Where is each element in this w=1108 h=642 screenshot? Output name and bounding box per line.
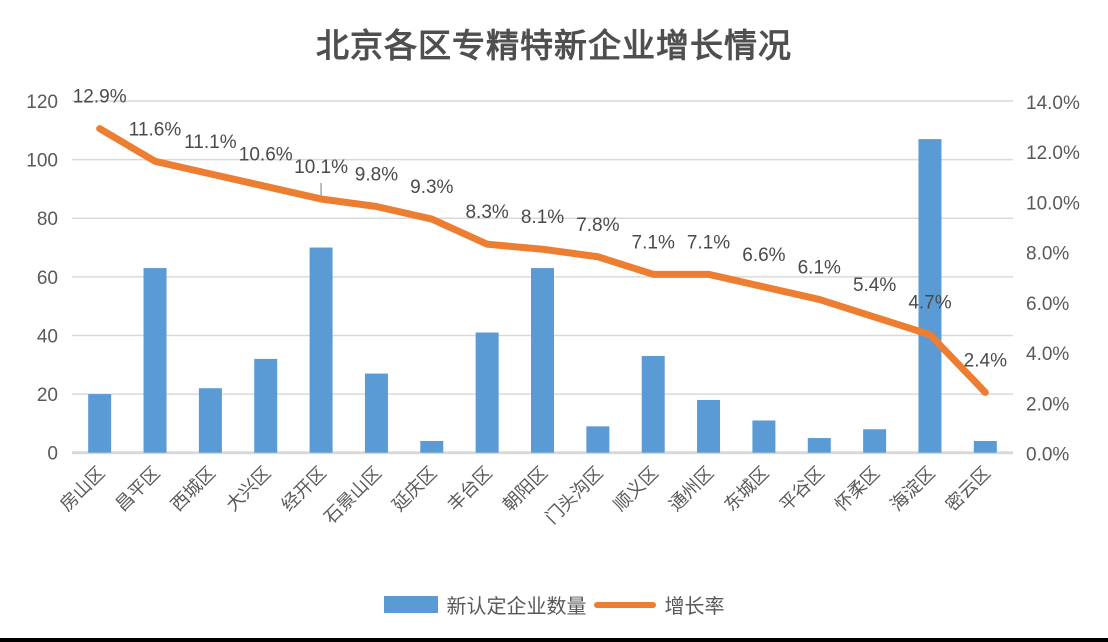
bar: [475, 332, 499, 453]
bottom-border-line: [0, 638, 1108, 642]
secondary-axis-tick-label: 2.0%: [1026, 394, 1069, 415]
x-axis-category-label: 延庆区: [388, 463, 440, 515]
bar: [420, 440, 444, 453]
x-axis-category-label: 海淀区: [886, 463, 938, 515]
data-label: 10.6%: [239, 144, 293, 165]
data-label: 7.8%: [576, 215, 619, 236]
x-axis-category-label: 通州区: [665, 463, 717, 515]
bar: [973, 440, 997, 453]
legend-line-swatch-icon: [593, 601, 656, 608]
y-axis-tick-label: 60: [37, 268, 58, 289]
growth-rate-line: [96, 125, 989, 396]
data-label: 6.1%: [798, 257, 841, 278]
y-axis-tick-label: 0: [47, 444, 58, 465]
x-axis-category-label: 怀柔区: [831, 463, 883, 515]
bar: [143, 268, 167, 453]
data-label: 6.6%: [742, 245, 785, 266]
x-axis-category-label: 顺义区: [610, 463, 662, 515]
bar: [586, 426, 610, 453]
x-axis-category-label: 经开区: [278, 463, 330, 515]
data-label: 7.1%: [687, 232, 730, 253]
y-axis-tick-label: 20: [37, 385, 58, 406]
bar: [641, 355, 665, 453]
x-axis-category-label: 房山区: [56, 463, 108, 515]
chart-title: 北京各区专精特新企业增长情况: [316, 29, 792, 65]
legend-bar-swatch-icon: [383, 596, 438, 613]
bar: [198, 388, 222, 453]
y-axis-tick-label: 100: [26, 151, 58, 172]
data-label: 5.4%: [853, 275, 896, 296]
bar: [863, 429, 887, 453]
data-label: 11.6%: [129, 119, 182, 140]
bar: [364, 373, 388, 453]
y-axis-tick-label: 40: [37, 326, 58, 347]
x-axis-category-label: 密云区: [942, 463, 994, 515]
secondary-axis-tick-label: 8.0%: [1026, 244, 1069, 265]
y-axis-tick-label: 120: [26, 92, 58, 113]
data-label: 7.1%: [632, 232, 675, 253]
x-axis-category-label: 丰台区: [444, 463, 496, 515]
x-axis-category-label: 大兴区: [222, 463, 274, 515]
data-label: 10.1%: [294, 157, 348, 178]
y-axis-tick-label: 80: [37, 209, 58, 230]
x-axis-category-label: 朝阳区: [499, 463, 551, 515]
x-axis-category-label: 门头沟区: [542, 463, 607, 528]
legend-bar-label: 新认定企业数量: [446, 596, 587, 618]
data-label: 9.8%: [355, 165, 398, 186]
x-axis-category-label: 东城区: [720, 463, 772, 515]
bar: [254, 358, 278, 453]
bar: [807, 438, 831, 453]
legend: 新认定企业数量 增长率: [0, 590, 1108, 619]
secondary-axis-tick-label: 10.0%: [1026, 193, 1080, 214]
bar: [531, 268, 554, 453]
bar: [918, 139, 942, 453]
secondary-axis-tick-label: 14.0%: [1026, 93, 1080, 114]
secondary-axis-tick-label: 12.0%: [1026, 143, 1080, 164]
x-axis-category-label: 平谷区: [776, 463, 828, 515]
bar: [88, 394, 112, 453]
bar: [309, 247, 333, 453]
x-axis-category-label: 昌平区: [112, 463, 164, 515]
x-axis-category-label: 石景山区: [320, 463, 385, 528]
data-label: 2.4%: [964, 350, 1007, 371]
secondary-axis-tick-label: 6.0%: [1026, 294, 1069, 315]
data-label: 11.1%: [184, 132, 237, 153]
x-axis-category-label: 西城区: [167, 463, 219, 515]
data-label: 12.9%: [73, 87, 127, 108]
data-label: 4.7%: [908, 293, 951, 314]
data-label: 9.3%: [410, 177, 453, 198]
secondary-axis-tick-label: 0.0%: [1026, 445, 1069, 466]
secondary-axis-tick-label: 4.0%: [1026, 344, 1069, 365]
bar: [752, 420, 776, 453]
data-label: 8.3%: [465, 202, 508, 223]
legend-line-label: 增长率: [664, 596, 725, 618]
data-label: 8.1%: [521, 207, 564, 228]
bar: [697, 399, 721, 453]
